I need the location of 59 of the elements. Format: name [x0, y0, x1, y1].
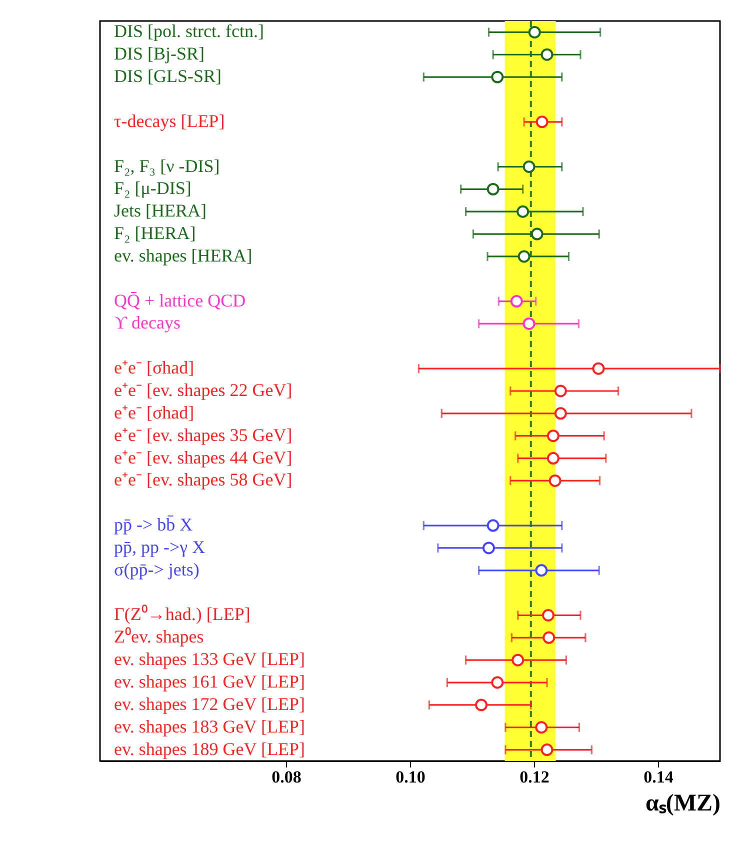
point [554, 384, 567, 398]
y-tick-label: ϒ decays [114, 312, 180, 333]
point [540, 48, 554, 61]
y-tick-label: e⁺e⁻ [ev. shapes 44 GeV] [114, 447, 292, 468]
y-tick-label: σ(pp̄-> jets) [114, 559, 200, 580]
y-tick-label: DIS [pol. strct. fctn.] [114, 21, 264, 42]
point [554, 407, 567, 420]
point [546, 452, 560, 465]
point [486, 519, 500, 532]
x-tick-label: 0.12 [520, 768, 550, 786]
y-tick-label: DIS [Bj-SR] [114, 44, 205, 64]
point [491, 70, 504, 84]
point [516, 205, 530, 218]
y-tick-label: QQ̄ + lattice QCD [114, 290, 246, 310]
y-tick-label: Z⁰ev. shapes [114, 626, 204, 647]
point [512, 654, 524, 666]
y-tick-label: F₂, F₃ [ν -DIS] [114, 156, 220, 176]
point [540, 744, 554, 756]
point [482, 542, 495, 554]
y-tick-label: ev. shapes 133 GeV [LEP] [114, 649, 305, 670]
y-tick-label: pp̄, pp ->γ X [114, 536, 206, 557]
point [518, 250, 530, 263]
point [510, 295, 523, 308]
point [592, 362, 605, 375]
point [542, 609, 555, 622]
x-tick-label: 0.10 [396, 768, 426, 786]
point [535, 721, 548, 734]
y-tick-label: e⁺e⁻ [σhad] [114, 402, 194, 422]
y-tick-label: F₂ [μ-DIS] [114, 178, 192, 198]
x-tick-label: 0.14 [644, 768, 674, 786]
point [528, 26, 541, 38]
y-tick-label: pp̄ -> bb̄ X [114, 514, 193, 535]
x-axis-title: αₛ(MZ) [645, 790, 720, 816]
point [530, 228, 544, 240]
y-tick-label: DIS [GLS-SR] [114, 66, 222, 86]
point [522, 317, 536, 330]
y-tick-label: Jets [HERA] [114, 200, 206, 221]
y-tick-label: ev. shapes 189 GeV [LEP] [114, 738, 305, 759]
point [486, 182, 500, 196]
point [535, 564, 548, 577]
y-tick-label: ev. shapes [HERA] [114, 245, 252, 266]
point [475, 698, 488, 712]
point [542, 631, 556, 644]
y-tick-label: F₂ [HERA] [114, 223, 196, 244]
point [548, 474, 562, 487]
y-tick-label: e⁺e⁻ [ev. shapes 58 GeV] [114, 470, 292, 490]
y-tick-label: e⁺e⁻ [σhad] [114, 358, 194, 378]
point [546, 430, 560, 442]
y-tick-label: ev. shapes 183 GeV [LEP] [114, 716, 305, 736]
x-tick-label: 0.08 [272, 768, 302, 786]
y-tick-label: τ-decays [LEP] [114, 110, 225, 131]
point [522, 160, 536, 173]
y-tick-label: ev. shapes 161 GeV [LEP] [114, 672, 305, 692]
point [491, 676, 504, 689]
point [536, 116, 548, 128]
y-tick-label: ev. shapes 172 GeV [LEP] [114, 694, 305, 714]
y-tick-label: e⁺e⁻ [ev. shapes 22 GeV] [114, 380, 292, 400]
y-tick-label: Γ(Z⁰→had.) [LEP] [114, 604, 250, 624]
y-tick-label: e⁺e⁻ [ev. shapes 35 GeV] [114, 424, 292, 445]
